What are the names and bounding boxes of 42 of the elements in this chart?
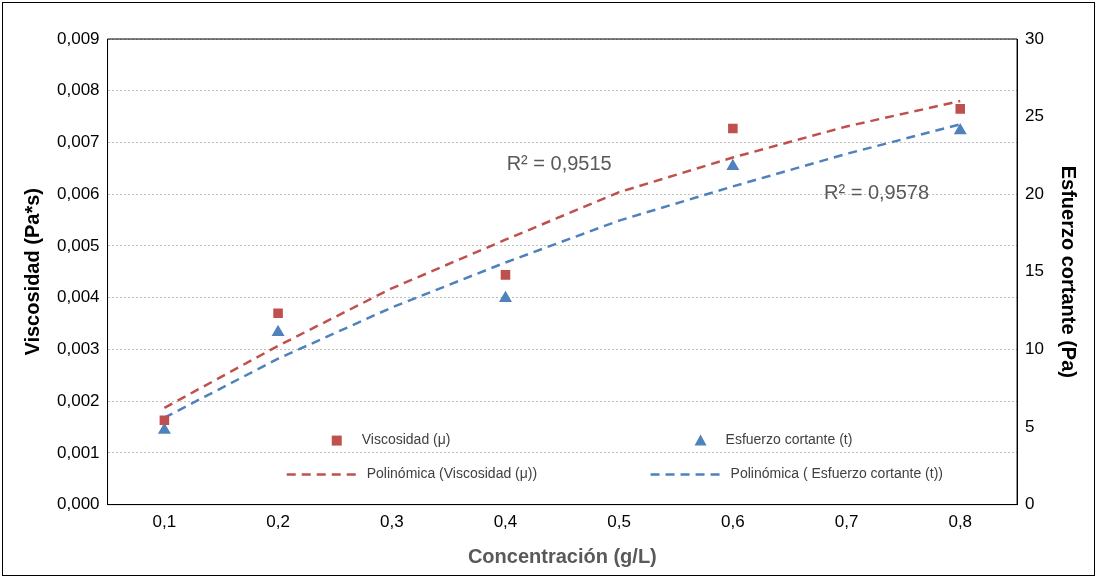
y2-tick-label: 25: [1025, 106, 1045, 126]
point: [954, 124, 966, 135]
y2-tick-label: 30: [1025, 28, 1045, 48]
legend-label: Esfuerzo cortante (t): [725, 431, 853, 448]
y-tick-label: 0,004: [56, 287, 100, 307]
y-tick-label: 0,000: [56, 494, 100, 514]
x-tick-label: 0,4: [493, 512, 518, 532]
point: [500, 270, 511, 280]
y-tick-label: 0,007: [56, 132, 100, 152]
y-tick-label: 0,009: [56, 28, 100, 48]
point: [728, 123, 738, 134]
x-tick-label: 0,6: [721, 512, 745, 532]
x-tick-label: 0,2: [266, 512, 290, 532]
legend-label: Polinómica (Viscosidad (μ)): [366, 465, 538, 482]
y2-tick-label: 10: [1025, 339, 1045, 359]
y-tick-label: 0,005: [56, 235, 100, 255]
x-tick-label: 0,8: [948, 512, 973, 532]
y2-tick-label: 0: [1025, 494, 1035, 514]
point: [273, 308, 283, 318]
y2-axis-title: Esfuerzo cortante (Pa): [1058, 165, 1081, 378]
y-tick-label: 0,003: [56, 339, 100, 359]
y-tick-label: 0,008: [56, 80, 100, 100]
x-axis-title: Concentración (g/L): [467, 544, 657, 567]
y2-tick-label: 5: [1025, 416, 1035, 436]
y2-tick-label: 20: [1025, 183, 1045, 203]
legend-label: Polinómica ( Esfuerzo cortante (t)): [730, 465, 943, 482]
x-tick-label: 0,3: [379, 512, 404, 532]
y2-tick-label: 15: [1025, 261, 1045, 281]
x-tick-label: 0,1: [152, 512, 177, 532]
point: [955, 104, 966, 114]
point: [727, 160, 739, 171]
y-tick-label: 0,002: [56, 390, 100, 410]
point: [499, 291, 512, 302]
x-tick-label: 0,5: [607, 512, 631, 532]
legend-label: Viscosidad (μ): [361, 431, 451, 448]
annotation: R² = 0,9515: [506, 151, 612, 174]
annotation: R² = 0,9578: [824, 181, 930, 204]
y-tick-label: 0,006: [56, 183, 100, 203]
y-axis-title: Viscosidad (Pa*s): [20, 188, 43, 356]
x-tick-label: 0,7: [834, 512, 859, 532]
point: [159, 415, 170, 426]
y-tick-label: 0,001: [56, 442, 100, 462]
